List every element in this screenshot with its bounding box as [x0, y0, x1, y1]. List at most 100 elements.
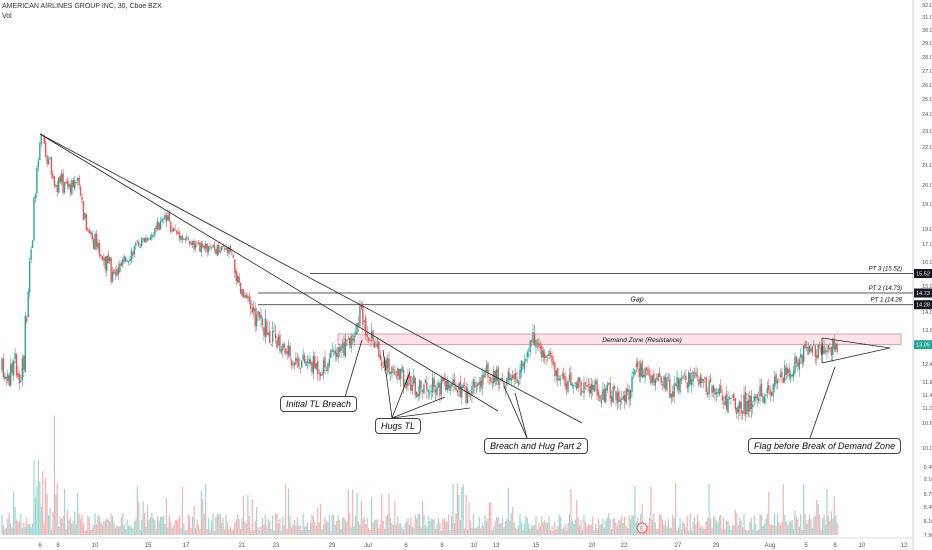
volume-bar	[395, 524, 397, 535]
candle-body	[353, 335, 355, 343]
volume-bar	[145, 526, 147, 535]
volume-bar	[143, 512, 146, 535]
volume-bar	[676, 530, 678, 535]
candle-body	[146, 238, 149, 241]
volume-bar	[590, 524, 592, 535]
candle-body	[340, 346, 342, 351]
volume-bar	[417, 513, 419, 535]
volume-bar	[8, 513, 10, 535]
volume-bar	[705, 521, 707, 535]
candle-body	[583, 382, 585, 394]
volume-bar	[464, 528, 466, 535]
candle-body	[674, 384, 677, 386]
volume-bar	[404, 523, 406, 535]
candle-body	[685, 376, 687, 381]
candle-body	[110, 257, 112, 283]
volume-bar	[510, 513, 512, 535]
pointer-initial-breach	[344, 339, 363, 398]
volume-bar	[561, 528, 563, 535]
volume-bar	[7, 518, 9, 535]
candle-body	[584, 382, 587, 384]
candle-body	[737, 405, 739, 413]
volume-bar	[551, 525, 553, 535]
candle-body	[279, 334, 281, 351]
volume-bar	[427, 516, 429, 535]
volume-bar	[165, 498, 168, 535]
volume-bar	[197, 524, 200, 535]
candle-body	[199, 241, 201, 252]
annotation-hugs-tl: Hugs TL	[375, 418, 422, 434]
candle-body	[733, 393, 735, 401]
candle-body	[37, 161, 40, 168]
volume-bar	[2, 525, 5, 535]
volume-bar	[672, 514, 674, 535]
volume-bar	[394, 501, 396, 535]
volume-bar	[174, 520, 176, 535]
candle-body	[254, 308, 256, 327]
candle-body	[116, 269, 118, 276]
candle-body	[759, 385, 761, 397]
candle-body	[330, 350, 332, 359]
volume-bar	[806, 523, 808, 535]
volume-bar	[408, 524, 410, 535]
x-tick-label-5: 21	[239, 543, 246, 549]
candle-body	[68, 183, 70, 188]
volume-bar	[11, 527, 13, 535]
volume-bar	[161, 516, 163, 535]
volume-bar	[496, 517, 498, 535]
volume-bar	[468, 502, 470, 535]
y-tick-label-27: 9.45	[924, 465, 932, 471]
volume-bar	[824, 524, 827, 535]
y-tick-label-23: 11.40	[922, 393, 932, 399]
volume-bar	[603, 527, 605, 535]
volume-bar	[577, 517, 579, 535]
candle-body	[605, 388, 607, 403]
volume-bar	[210, 522, 213, 535]
candle-body	[363, 320, 365, 322]
candle-body	[663, 376, 665, 388]
candle-body	[293, 362, 296, 366]
volume-bar	[542, 522, 544, 535]
volume-bar	[59, 516, 61, 535]
volume-bar	[647, 525, 649, 535]
y-tick-label-24: 11.00	[922, 406, 932, 412]
candle-body	[816, 354, 818, 359]
volume-bar	[212, 513, 214, 535]
volume-bar	[132, 528, 134, 535]
candle-body	[26, 317, 28, 322]
candle-body	[664, 376, 667, 390]
candle-body	[221, 246, 223, 251]
volume-bar	[516, 528, 518, 535]
candle-body	[462, 384, 464, 388]
volume-bar	[266, 526, 268, 535]
volume-bar	[55, 494, 57, 535]
candle-body	[743, 395, 745, 414]
volume-bar	[293, 519, 296, 535]
candle-body	[590, 383, 592, 394]
volume-bar	[78, 513, 80, 535]
candle-body	[754, 396, 757, 399]
candle-body	[65, 182, 67, 183]
volume-bar	[375, 520, 377, 535]
candle-body	[315, 363, 317, 370]
candle-body	[119, 263, 121, 273]
candle-body	[74, 180, 76, 189]
volume-bar	[756, 530, 758, 535]
candle-body	[273, 330, 275, 332]
candle-body	[805, 347, 808, 349]
candle-body	[452, 379, 454, 385]
candle-body	[59, 175, 61, 183]
volume-bar	[768, 491, 770, 535]
volume-bar	[788, 521, 790, 535]
candle-body	[343, 342, 345, 356]
candle-body	[7, 373, 9, 381]
candle-body	[720, 385, 722, 393]
x-tick-label-1: 8	[56, 543, 60, 549]
volume-bar	[430, 518, 432, 535]
candle-body	[200, 243, 203, 253]
volume-bar	[456, 483, 459, 535]
volume-bar	[423, 514, 425, 535]
candle-body	[90, 231, 92, 234]
price-tag-0	[914, 269, 932, 279]
